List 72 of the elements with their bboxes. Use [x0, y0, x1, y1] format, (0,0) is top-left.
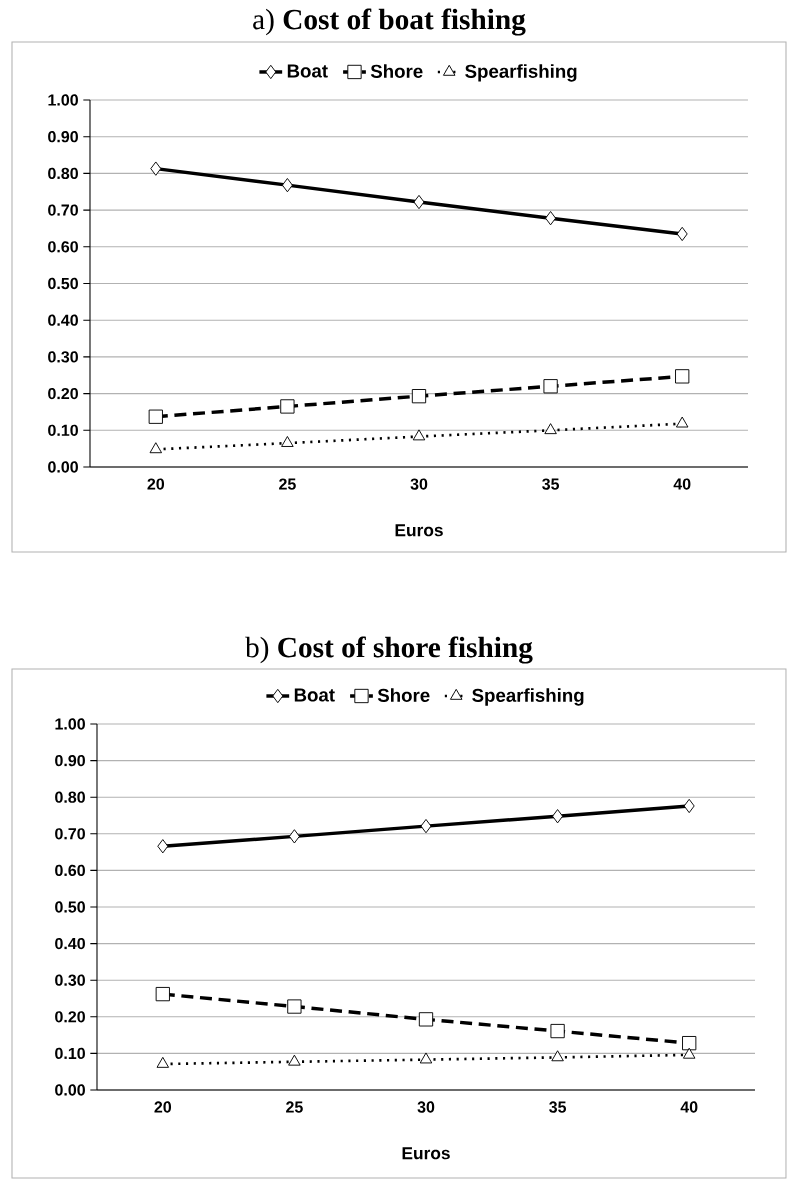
- x-tick-label: 20: [154, 1101, 172, 1113]
- y-tick-label: 0.80: [48, 167, 78, 180]
- y-tick-label: 0.00: [55, 1084, 85, 1096]
- point: [420, 818, 432, 834]
- y-tick-label: 0.10: [55, 1047, 85, 1060]
- y-tick-label: 0.20: [48, 387, 78, 400]
- point: [156, 1056, 170, 1068]
- y-tick-label: 0.00: [48, 461, 78, 473]
- x-axis-title: Euros: [402, 1147, 450, 1160]
- point: [544, 423, 557, 435]
- y-tick-label: 0.10: [48, 424, 78, 436]
- point: [551, 1050, 564, 1062]
- point: [157, 839, 169, 854]
- y-tick-label: 0.40: [55, 937, 85, 950]
- chart-title: b) Cost of shore fishing: [245, 636, 533, 664]
- point: [682, 1036, 697, 1051]
- point: [281, 436, 294, 447]
- point: [288, 829, 300, 844]
- y-tick-label: 0.60: [55, 864, 85, 877]
- point: [418, 1012, 434, 1027]
- point: [552, 809, 564, 824]
- legend-label: Shore: [377, 688, 430, 702]
- point: [280, 399, 295, 414]
- point: [150, 161, 162, 176]
- x-tick-label: 30: [410, 478, 428, 490]
- point: [682, 1047, 696, 1059]
- x-tick-label: 35: [542, 478, 560, 490]
- x-tick-label: 20: [147, 478, 165, 490]
- x-tick-label: 30: [417, 1101, 435, 1113]
- y-tick-label: 0.90: [48, 131, 78, 143]
- legend-label: Boat: [294, 688, 335, 702]
- y-tick-label: 0.50: [55, 901, 85, 913]
- x-tick-label: 40: [680, 1101, 698, 1113]
- x-tick-label: 35: [549, 1101, 567, 1113]
- point: [419, 1052, 433, 1064]
- point: [281, 178, 293, 193]
- y-tick-label: 0.40: [48, 314, 78, 326]
- y-tick-label: 0.90: [55, 754, 85, 767]
- y-tick-label: 1.00: [55, 718, 85, 730]
- y-tick-label: 0.70: [55, 828, 85, 840]
- y-tick-label: 0.50: [48, 277, 78, 290]
- x-tick-label: 40: [673, 478, 691, 490]
- x-tick-label: 25: [279, 478, 296, 490]
- point: [675, 369, 690, 384]
- point: [288, 1054, 301, 1066]
- point: [550, 1023, 565, 1039]
- point: [413, 194, 425, 210]
- x-axis-title: Euros: [395, 524, 443, 537]
- point: [683, 798, 695, 814]
- point: [545, 211, 557, 226]
- point: [148, 409, 163, 424]
- y-tick-label: 0.60: [48, 241, 78, 253]
- y-tick-label: 0.20: [55, 1011, 85, 1023]
- point: [676, 226, 688, 242]
- y-tick-label: 0.80: [55, 791, 85, 803]
- x-tick-label: 25: [286, 1101, 303, 1113]
- chart-title: a) Cost of boat fishing: [253, 8, 526, 36]
- legend-label: Spearfishing: [465, 64, 577, 82]
- point: [543, 379, 558, 394]
- point: [411, 389, 427, 404]
- point: [287, 999, 302, 1014]
- y-tick-label: 0.30: [48, 351, 78, 363]
- legend-label: Spearfishing: [472, 688, 584, 706]
- y-tick-label: 0.30: [55, 974, 85, 986]
- legend-label: Boat: [287, 64, 328, 78]
- y-tick-label: 1.00: [48, 94, 78, 106]
- point: [149, 442, 163, 454]
- point: [155, 986, 170, 1002]
- point: [412, 429, 426, 441]
- legend-label: Shore: [370, 64, 423, 78]
- point: [675, 416, 689, 428]
- y-tick-label: 0.70: [48, 204, 78, 216]
